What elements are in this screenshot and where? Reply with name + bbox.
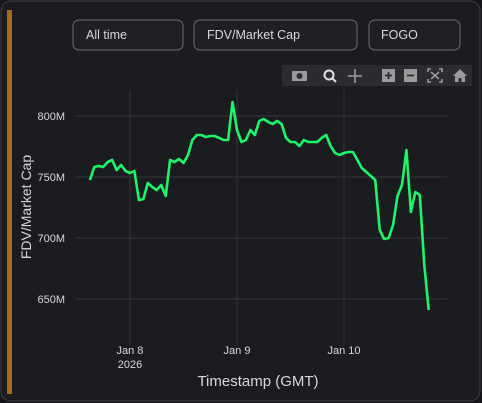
y-tick-label: 750M [37, 172, 65, 184]
y-tick-label: 800M [37, 111, 65, 123]
y-tick-label: 650M [37, 294, 65, 306]
dropdown-text: FOGO [381, 28, 418, 42]
x-axis-title: Timestamp (GMT) [197, 373, 318, 390]
dropdown-text: All time [86, 28, 127, 42]
camera-button[interactable] [292, 71, 307, 81]
token-dropdown[interactable]: FOGO [368, 19, 461, 51]
dropdown-text: FDV/Market Cap [207, 28, 300, 42]
x-tick-label: Jan 8 [117, 345, 144, 357]
x-tick-label: Jan 9 [224, 345, 251, 357]
data-line [88, 100, 430, 311]
modebar [282, 65, 472, 86]
zoom-button[interactable] [323, 69, 337, 83]
pan-button[interactable] [348, 69, 362, 83]
y-tick-label: 700M [37, 233, 65, 245]
period-dropdown[interactable]: All time [72, 19, 184, 51]
x-tick-sublabel: 2026 [118, 359, 142, 371]
x-tick-label: Jan 10 [327, 345, 360, 357]
autoscale-button[interactable] [427, 68, 443, 83]
y-axis-title: FDV/Market Cap [18, 155, 34, 259]
zoom-in-button[interactable] [382, 69, 395, 82]
zoom-out-button[interactable] [404, 69, 417, 82]
accent-bar [7, 10, 12, 394]
reset-button[interactable] [453, 69, 467, 82]
metric-dropdown[interactable]: FDV/Market Cap [193, 19, 358, 51]
